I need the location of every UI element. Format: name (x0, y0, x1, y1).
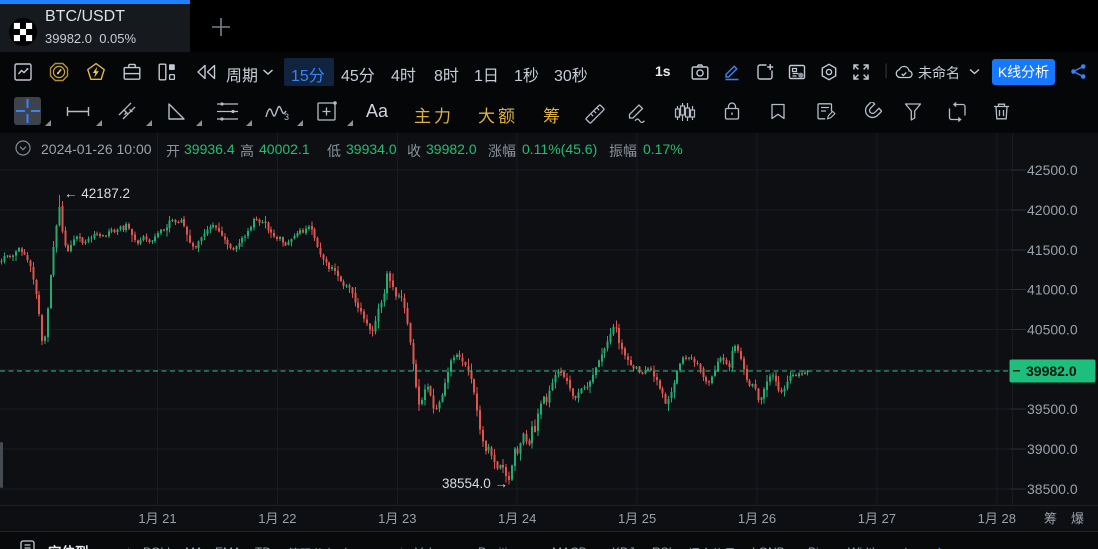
svg-text:← 42187.2: ← 42187.2 (64, 186, 130, 201)
svg-text:41000.0: 41000.0 (1027, 282, 1078, 298)
svg-text:1月 25: 1月 25 (618, 511, 656, 526)
svg-text:1月 22: 1月 22 (258, 511, 296, 526)
svg-text:38500.0: 38500.0 (1027, 481, 1078, 497)
svg-text:42000.0: 42000.0 (1027, 202, 1078, 218)
svg-text:1月 26: 1月 26 (738, 511, 776, 526)
svg-text:41500.0: 41500.0 (1027, 242, 1078, 258)
svg-text:39500.0: 39500.0 (1027, 401, 1078, 417)
svg-text:筹: 筹 (1044, 511, 1057, 526)
svg-text:42500.0: 42500.0 (1027, 162, 1078, 178)
svg-text:39000.0: 39000.0 (1027, 441, 1078, 457)
svg-text:1月 24: 1月 24 (498, 511, 536, 526)
svg-text:1月 28: 1月 28 (978, 511, 1016, 526)
svg-text:1月 21: 1月 21 (138, 511, 176, 526)
svg-text:38554.0 →: 38554.0 → (442, 476, 508, 491)
svg-text:1月 27: 1月 27 (858, 511, 896, 526)
svg-text:39982.0: 39982.0 (1026, 363, 1077, 379)
svg-text:爆: 爆 (1071, 511, 1084, 526)
svg-text:1月 23: 1月 23 (378, 511, 416, 526)
svg-text:40500.0: 40500.0 (1027, 322, 1078, 338)
